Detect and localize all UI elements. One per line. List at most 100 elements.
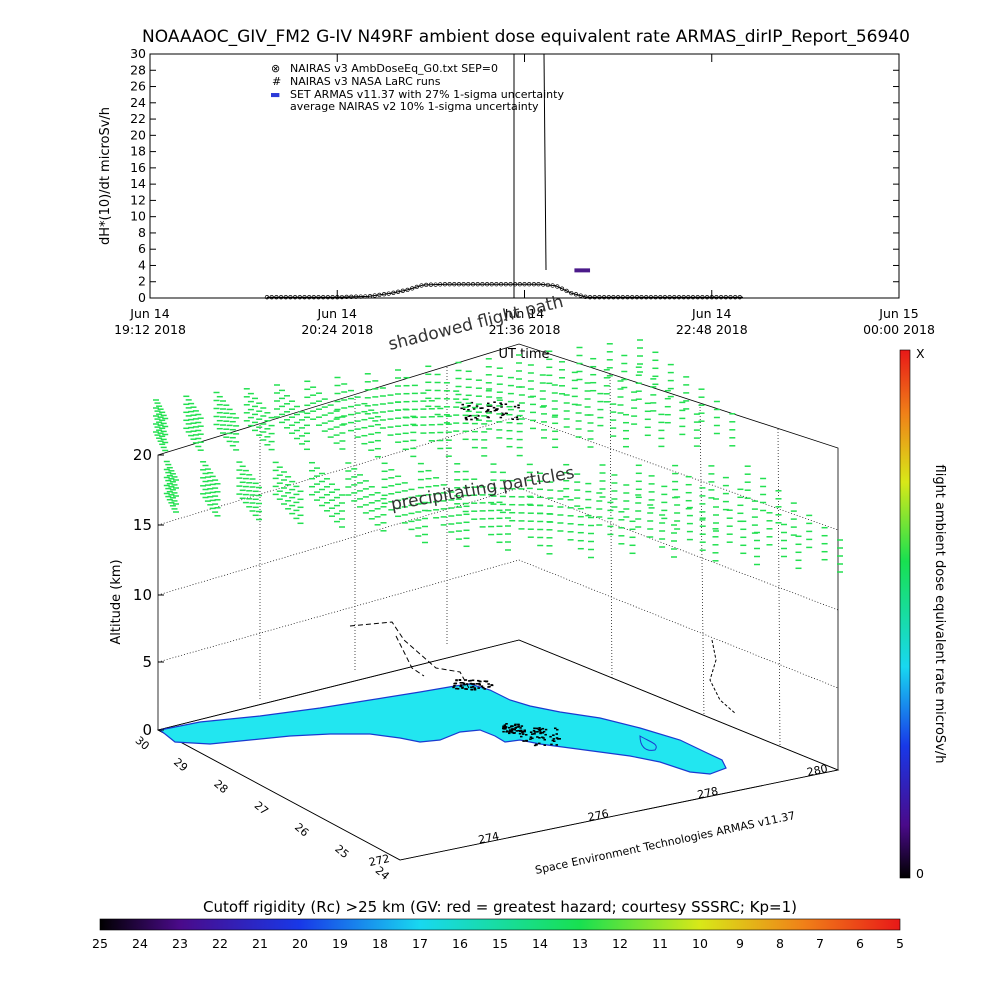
track-point (487, 416, 490, 419)
track-point (533, 744, 537, 747)
track-point (533, 731, 537, 733)
cutoff-colorbar-gradient (99, 918, 901, 931)
track-point (463, 683, 466, 686)
track-point (461, 682, 464, 684)
nairas-v3-point (733, 295, 738, 300)
track-point (493, 409, 497, 412)
latitude-tick-label: 28 (211, 777, 230, 796)
track-point (508, 732, 511, 735)
cutoff-colorbar-tick-label: 18 (372, 936, 388, 951)
nairas-v3-point (550, 283, 555, 288)
track-point (466, 405, 470, 407)
nairas-v3-point (569, 290, 574, 296)
track-point (515, 730, 519, 732)
nairas-v3-point (634, 295, 640, 300)
track-point (508, 726, 511, 729)
track-point (539, 728, 543, 731)
nairas-v3-point (498, 282, 504, 287)
track-point (480, 685, 484, 687)
track-point (493, 401, 496, 403)
track-point (459, 682, 462, 684)
track-point (556, 738, 560, 740)
nairas-v3-point (405, 287, 410, 293)
track-point (549, 735, 552, 738)
nairas-v3-point (676, 295, 682, 300)
x-tick-time: 00:00 2018 (863, 322, 935, 337)
nairas-v3-point (475, 282, 480, 287)
track-point (470, 418, 473, 421)
nairas-v3-point (414, 284, 419, 290)
flight-marker-line (543, 53, 547, 271)
track-point (525, 739, 528, 742)
longitude-tick-label: 272 (368, 852, 391, 869)
track-point (538, 729, 541, 732)
nairas-v3-point (615, 295, 621, 300)
nairas-v3-point (597, 295, 602, 300)
track-point (531, 737, 534, 740)
track-point (552, 734, 555, 736)
longitude-tick-label: 274 (477, 830, 500, 847)
cutoff-colorbar-tick-label: 15 (492, 936, 508, 951)
track-point (555, 733, 558, 735)
nairas-v3-point (601, 295, 607, 300)
nairas-v3-point (330, 295, 335, 300)
track-point (475, 405, 479, 407)
nairas-v3-point (653, 295, 658, 300)
nairas-v3-point (489, 282, 494, 287)
track-point (465, 688, 468, 690)
altitude-tick-label: 15 (133, 516, 152, 534)
nairas-v3-point (559, 286, 565, 291)
track-point (533, 733, 536, 735)
nairas-v3-point (264, 295, 270, 300)
track-point (541, 732, 544, 734)
track-point (470, 686, 473, 688)
nairas-v3-point (339, 294, 345, 300)
y-tick-label: 8 (138, 225, 146, 240)
nairas-v3-point (447, 282, 452, 287)
track-point (482, 686, 485, 689)
track-point (473, 688, 477, 691)
track-point (531, 733, 534, 735)
track-point (483, 680, 487, 682)
nairas-v3-point (517, 282, 522, 287)
altitude-axis-label: Altitude (km) (109, 559, 124, 644)
track-point (472, 408, 476, 410)
coastline-detail (639, 735, 657, 751)
nairas-v3-point (433, 282, 438, 287)
track-point (469, 682, 473, 685)
track-point (511, 418, 514, 420)
track-point (500, 406, 503, 408)
precipitating-particles-label: precipitating particles (389, 463, 576, 515)
track-point (513, 724, 517, 726)
nairas-v3-point (662, 295, 668, 300)
nairas-v3-point (583, 294, 588, 299)
nairas-v3-point (728, 295, 733, 300)
latitude-tick-label: 25 (332, 842, 351, 861)
nairas-v3-point (269, 295, 274, 300)
track-point (541, 727, 545, 730)
nairas-v3-point (630, 295, 635, 300)
track-point (460, 684, 463, 686)
track-point (481, 407, 484, 409)
track-point (465, 683, 469, 685)
nairas-v3-point (700, 295, 705, 300)
nairas-v3-point (503, 282, 508, 287)
track-point (558, 738, 561, 740)
x-tick-day: Jun 14 (691, 306, 731, 321)
nairas-v3-point (704, 295, 710, 300)
track-point (519, 727, 522, 729)
altitude-tick-label: 5 (142, 653, 152, 671)
cutoff-colorbar-tick-label: 5 (896, 936, 904, 951)
track-point (474, 416, 477, 419)
track-point (520, 729, 523, 732)
track-point (453, 685, 456, 687)
track-point (539, 731, 542, 734)
track-point (464, 679, 468, 681)
nairas-v3-point (400, 288, 405, 293)
nairas-v3-point (480, 282, 485, 287)
track-point (479, 680, 482, 683)
nairas-v3-point (512, 282, 518, 287)
nairas-v3-point (452, 282, 457, 287)
